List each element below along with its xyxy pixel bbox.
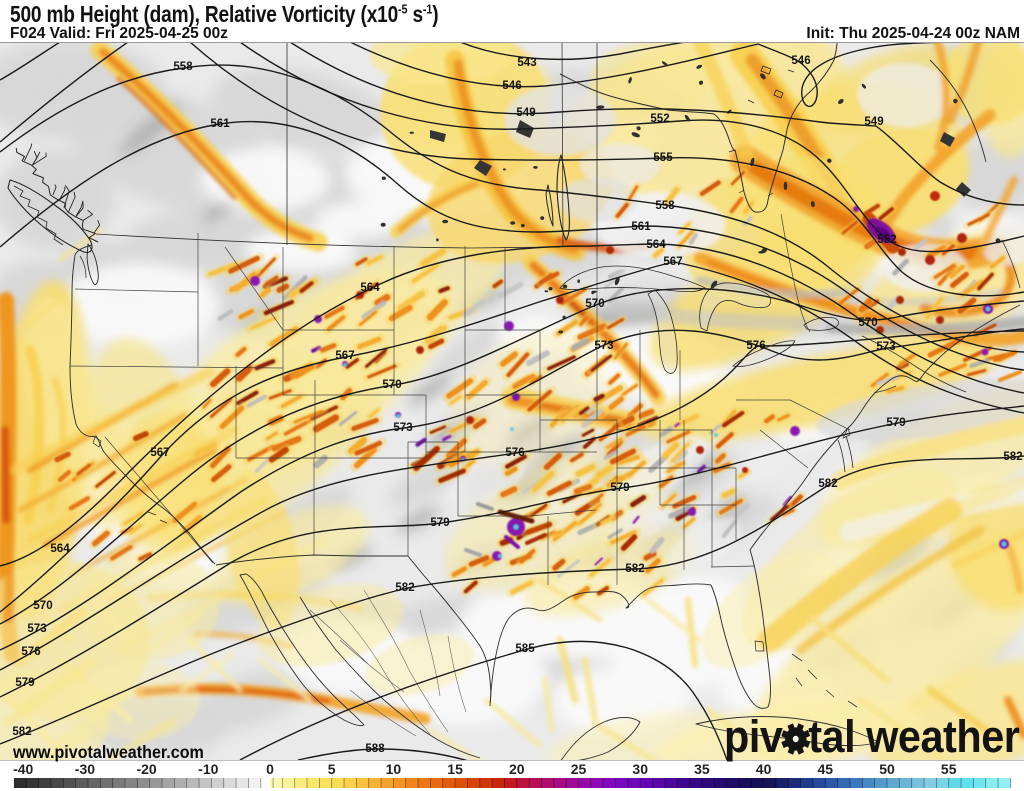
- svg-text:-10: -10: [198, 761, 218, 777]
- svg-text:40: 40: [756, 761, 772, 777]
- svg-text:5: 5: [328, 761, 336, 777]
- svg-text:10: 10: [386, 761, 402, 777]
- svg-text:20: 20: [509, 761, 525, 777]
- svg-text:25: 25: [571, 761, 587, 777]
- svg-text:-30: -30: [75, 761, 95, 777]
- svg-text:45: 45: [818, 761, 834, 777]
- svg-text:55: 55: [941, 761, 957, 777]
- svg-text:-20: -20: [136, 761, 156, 777]
- svg-text:30: 30: [632, 761, 648, 777]
- svg-text:0: 0: [266, 761, 274, 777]
- svg-text:15: 15: [447, 761, 463, 777]
- svg-text:-40: -40: [13, 761, 33, 777]
- svg-text:50: 50: [879, 761, 895, 777]
- svg-text:35: 35: [694, 761, 710, 777]
